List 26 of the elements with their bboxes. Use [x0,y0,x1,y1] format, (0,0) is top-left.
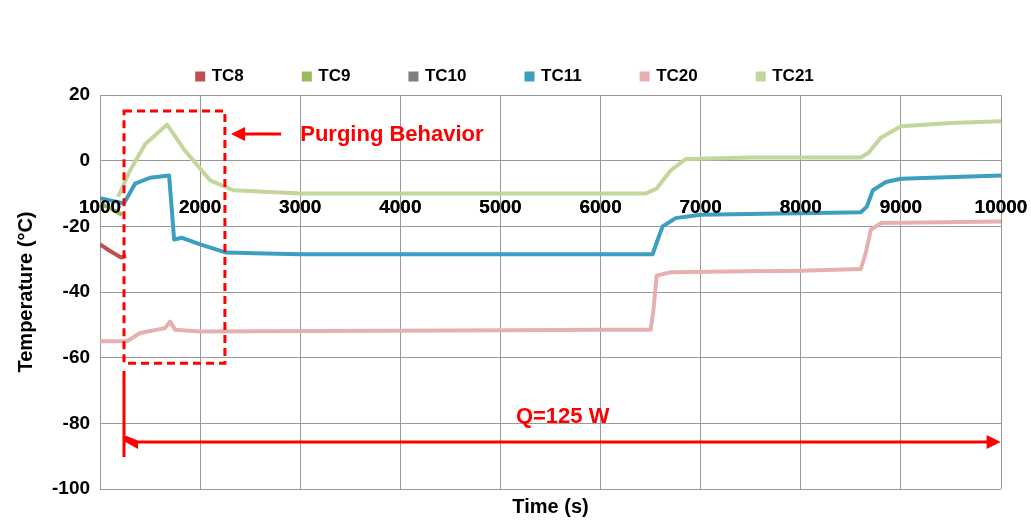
x-axis-title: Time (s) [512,494,589,517]
x-tick-label: 4000 [379,196,422,218]
y-tick-label: 0 [79,148,91,170]
x-tick-label: 5000 [479,196,522,218]
annotation: Purging Behavior [300,120,484,149]
y-tick-label: -80 [62,411,91,433]
y-tick-label: -60 [62,345,91,367]
x-tick-label: 3000 [279,196,322,218]
y-tick-label: -100 [52,477,91,499]
x-tick-label: 6000 [579,196,622,218]
x-tick-label: 10000 [974,196,1028,218]
legend-label: TC10 [424,66,467,86]
legend-label: TC9 [318,66,351,86]
y-tick-label: -40 [62,280,91,302]
legend-label: TC21 [772,66,814,86]
y-axis-title: Temperature (°C) [13,211,36,373]
x-tick-label: 7000 [679,196,722,218]
x-tick-label: 2000 [179,196,222,218]
y-tick-label: 20 [68,83,91,105]
legend-label: TC11 [541,66,582,86]
x-tick-label: 9000 [879,196,923,218]
y-tick-label: -20 [62,214,91,236]
legend-label: TC20 [656,66,698,86]
x-tick-label: 8000 [779,196,822,218]
annotation: Q=125 W [515,401,610,430]
legend-label: TC8 [211,66,244,86]
